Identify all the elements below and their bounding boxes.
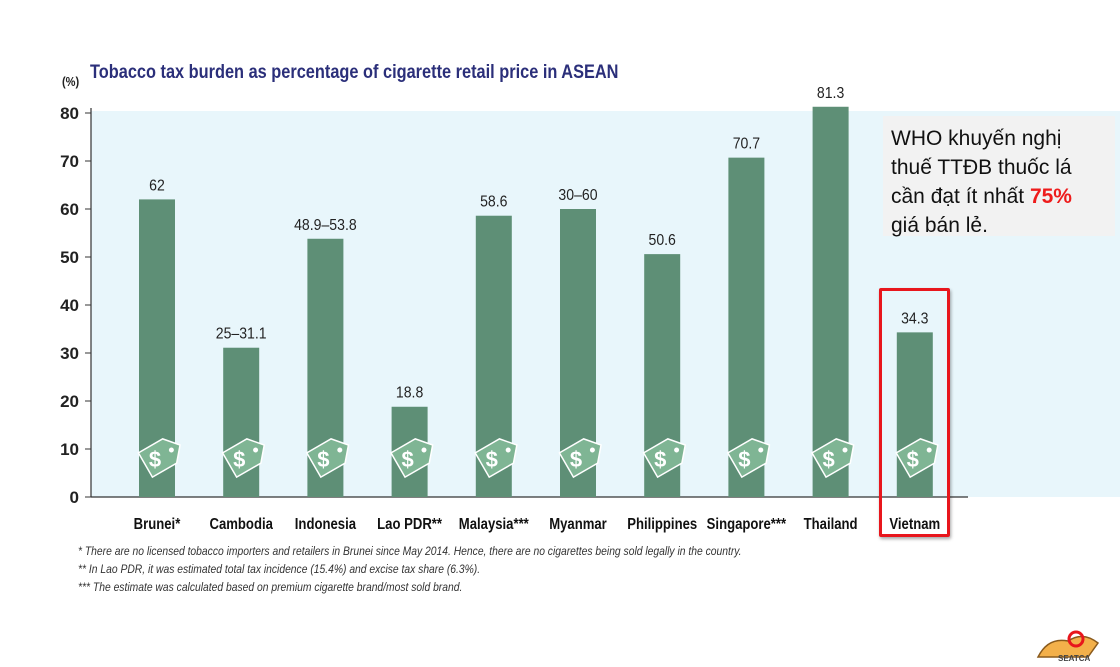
category-label: Philippines [627, 516, 697, 533]
note-line-1: WHO khuyến nghị [891, 127, 1062, 150]
footnote-2: ** In Lao PDR, it was estimated total ta… [78, 562, 481, 576]
category-label: Thailand [804, 516, 858, 533]
dollar-tag-icon [389, 438, 434, 479]
dollar-sign-icon: $ [907, 447, 919, 472]
y-tick-label: 10 [60, 440, 79, 459]
data-label: 50.6 [648, 231, 675, 249]
data-label: 25–31.1 [216, 325, 267, 343]
seatca-logo-icon [1036, 630, 1100, 658]
category-label: Cambodia [209, 516, 273, 533]
data-label: 34.3 [901, 310, 928, 328]
dollar-sign-icon: $ [317, 447, 329, 472]
dollar-sign-icon: $ [401, 447, 413, 472]
note-highlight-75: 75% [1029, 185, 1072, 208]
bar [812, 106, 849, 497]
dollar-tag-icon [642, 438, 687, 479]
y-tick-label: 0 [70, 488, 79, 507]
category-label: Indonesia [295, 516, 357, 533]
data-label: 81.3 [817, 84, 844, 102]
note-line-4: giá bán lẻ. [891, 214, 988, 237]
dollar-sign-icon: $ [654, 447, 666, 472]
dollar-tag-icon [137, 438, 181, 479]
dollar-tag-icon [305, 438, 350, 479]
data-label: 62 [149, 177, 165, 195]
category-label: Malaysia*** [459, 516, 529, 533]
dollar-tag-icon [895, 438, 939, 479]
dollar-tag-icon [474, 438, 518, 479]
y-tick-label: 80 [60, 104, 79, 123]
footnote-1: * There are no licensed tobacco importer… [78, 544, 742, 558]
who-recommendation-note: WHO khuyến nghị thuế TTĐB thuốc lá cần đ… [883, 116, 1115, 237]
category-label: Vietnam [889, 516, 940, 533]
note-line-3: cần đạt ít nhất 75% [891, 182, 1107, 211]
dollar-tag-icon [221, 438, 266, 479]
seatca-logo-text: SEATCA [1058, 654, 1091, 663]
category-label: Lao PDR** [377, 516, 442, 533]
dollar-sign-icon: $ [822, 447, 834, 472]
dollar-tag-icon [810, 438, 855, 479]
dollar-tag-icon [558, 438, 602, 479]
y-tick-label: 40 [60, 296, 79, 315]
note-line-3-prefix: cần đạt ít nhất [891, 185, 1030, 208]
chart-title: Tobacco tax burden as percentage of ciga… [90, 62, 619, 83]
category-label: Myanmar [549, 516, 607, 533]
vietnam-highlight-box [879, 288, 950, 537]
y-tick-label: 60 [60, 200, 79, 219]
dollar-sign-icon: $ [149, 447, 161, 472]
category-label: Singapore*** [707, 516, 787, 533]
y-tick-label: 30 [60, 344, 79, 363]
y-tick-label: 70 [60, 152, 79, 171]
footnotes: * There are no licensed tobacco importer… [78, 542, 742, 596]
dollar-sign-icon: $ [738, 447, 750, 472]
dollar-sign-icon: $ [233, 447, 245, 472]
data-label: 58.6 [480, 193, 507, 211]
data-label: 30–60 [558, 186, 597, 204]
note-line-2: thuế TTĐB thuốc lá [891, 156, 1072, 179]
footnote-3: *** The estimate was calculated based on… [78, 580, 463, 594]
dollar-tag-icon [726, 438, 771, 479]
data-label: 48.9–53.8 [294, 216, 357, 234]
category-label: Brunei* [134, 516, 181, 533]
y-tick-label: 50 [60, 248, 79, 267]
dollar-sign-icon: $ [486, 447, 498, 472]
dollar-sign-icon: $ [570, 447, 582, 472]
y-axis-unit-label: (%) [62, 74, 80, 89]
y-tick-label: 20 [60, 392, 79, 411]
data-label: 18.8 [396, 384, 423, 402]
data-label: 70.7 [733, 135, 760, 153]
